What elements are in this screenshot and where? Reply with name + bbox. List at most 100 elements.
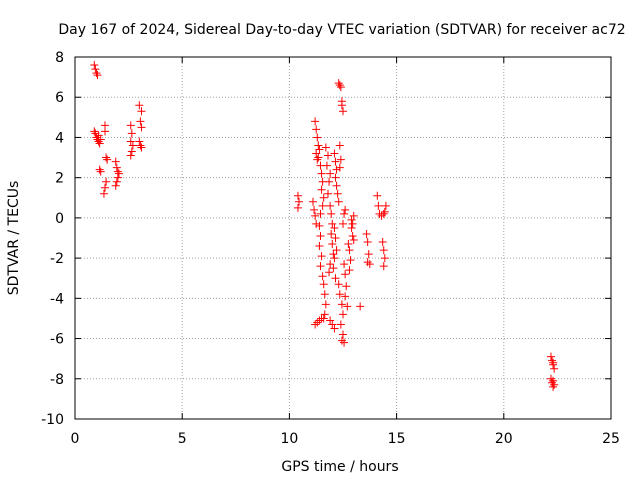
data-point xyxy=(334,280,343,289)
data-point xyxy=(331,173,340,182)
data-point xyxy=(95,165,104,174)
data-point xyxy=(136,141,145,150)
data-point xyxy=(314,141,323,150)
data-point xyxy=(101,127,110,136)
x-tick-label: 0 xyxy=(71,431,80,447)
data-point xyxy=(340,209,349,218)
data-point xyxy=(103,155,112,164)
data-point xyxy=(381,201,390,210)
data-point xyxy=(311,211,320,220)
data-point xyxy=(90,127,99,136)
data-point xyxy=(113,173,122,182)
data-point xyxy=(327,229,336,238)
data-point xyxy=(337,300,346,309)
data-point xyxy=(326,201,335,210)
data-point xyxy=(126,121,135,130)
data-point xyxy=(548,356,557,365)
data-point xyxy=(328,219,337,228)
data-point xyxy=(332,246,341,255)
data-point xyxy=(330,324,339,333)
data-point xyxy=(377,211,386,220)
data-point xyxy=(316,209,325,218)
data-point xyxy=(356,302,365,311)
x-tick-label: 5 xyxy=(178,431,187,447)
data-point xyxy=(137,123,146,132)
data-point xyxy=(336,320,345,329)
chart-title: Day 167 of 2024, Sidereal Day-to-day VTE… xyxy=(58,22,625,38)
data-point xyxy=(321,143,330,152)
data-point xyxy=(339,310,347,319)
data-point xyxy=(343,302,352,311)
data-point xyxy=(328,320,337,329)
data-point xyxy=(127,129,136,138)
data-point xyxy=(348,231,357,240)
data-point xyxy=(315,145,324,154)
data-point xyxy=(320,310,329,319)
data-point xyxy=(317,252,326,261)
data-point xyxy=(339,107,347,116)
y-tick-label: 8 xyxy=(55,50,64,66)
data-point xyxy=(345,246,354,255)
data-point xyxy=(346,256,355,265)
data-point xyxy=(102,153,111,162)
data-point xyxy=(344,240,353,249)
data-point xyxy=(550,364,559,373)
data-point xyxy=(326,260,335,269)
data-point xyxy=(325,268,334,277)
data-point xyxy=(321,300,330,309)
data-point xyxy=(318,272,327,281)
data-point xyxy=(317,169,326,178)
data-point xyxy=(341,205,350,214)
data-point xyxy=(126,151,135,160)
data-point xyxy=(323,151,332,160)
data-point xyxy=(323,189,332,198)
data-point xyxy=(325,177,334,186)
data-point xyxy=(333,189,342,198)
data-point xyxy=(340,338,349,347)
data-point xyxy=(349,211,358,220)
data-point xyxy=(293,191,302,200)
data-point xyxy=(313,133,322,142)
data-point xyxy=(334,79,343,88)
data-point xyxy=(363,258,372,267)
data-point xyxy=(311,117,320,126)
data-point xyxy=(314,153,323,162)
data-point xyxy=(550,380,559,389)
data-point xyxy=(311,320,320,329)
data-point xyxy=(99,189,108,198)
data-point xyxy=(111,181,120,190)
data-point xyxy=(345,266,354,275)
data-point xyxy=(316,262,325,271)
data-point xyxy=(94,131,103,140)
data-point xyxy=(126,137,135,146)
data-point xyxy=(330,254,339,263)
data-point xyxy=(327,209,336,218)
y-tick-label: -4 xyxy=(50,291,64,307)
data-point xyxy=(308,197,317,206)
data-point xyxy=(92,133,101,142)
data-point xyxy=(549,382,558,391)
data-point xyxy=(317,314,326,323)
data-point xyxy=(329,250,338,259)
x-tick-label: 20 xyxy=(495,431,513,447)
data-point xyxy=(374,201,383,210)
data-point xyxy=(378,238,387,247)
y-axis-label: SDTVAR / TECUs xyxy=(6,181,22,296)
data-point xyxy=(546,374,555,383)
data-point xyxy=(295,197,304,206)
data-point xyxy=(112,177,121,186)
data-point xyxy=(341,292,350,301)
data-point xyxy=(373,191,382,200)
data-point xyxy=(379,209,388,218)
data-point xyxy=(334,197,343,206)
data-point xyxy=(331,157,340,166)
data-point xyxy=(112,163,121,172)
data-point xyxy=(328,240,337,249)
data-point xyxy=(549,358,558,367)
data-point xyxy=(335,290,344,299)
data-point xyxy=(380,207,389,216)
data-point xyxy=(91,129,100,138)
data-point xyxy=(332,165,341,174)
x-axis-label: GPS time / hours xyxy=(281,459,398,475)
data-point xyxy=(546,352,555,361)
